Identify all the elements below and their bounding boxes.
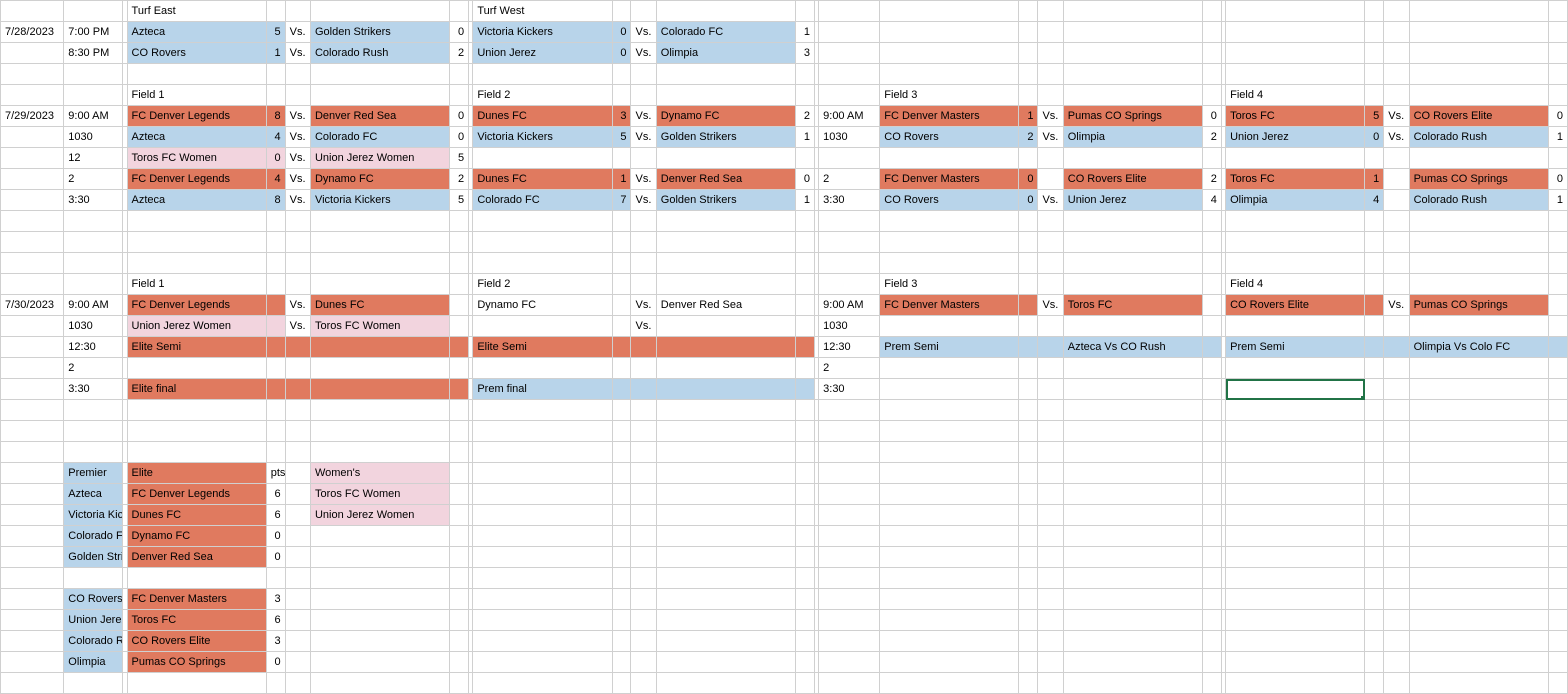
schedule-grid: Turf EastTurf West7/28/20237:00 PMAzteca… xyxy=(0,0,1568,694)
